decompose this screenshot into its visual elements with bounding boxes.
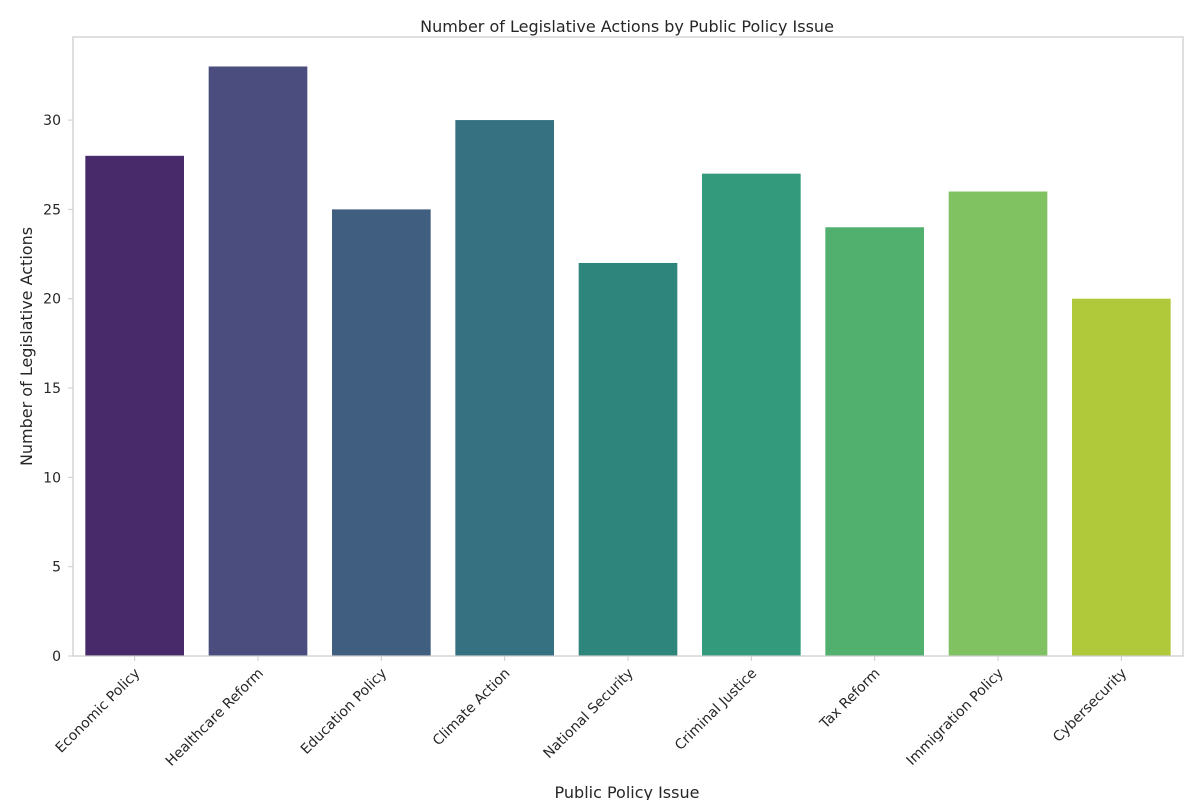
x-axis-title: Public Policy Issue — [555, 783, 700, 800]
x-tick-label: Cybersecurity — [1050, 666, 1130, 746]
bar-education-policy — [332, 209, 431, 656]
x-tick-label: Criminal Justice — [672, 666, 760, 754]
chart-title: Number of Legislative Actions by Public … — [420, 17, 834, 36]
y-tick-label: 15 — [43, 381, 61, 397]
x-axis-ticks: Economic Policy Healthcare Reform Educatio… — [53, 656, 1130, 770]
x-tick-label: Healthcare Reform — [163, 666, 267, 770]
bar-healthcare-reform — [208, 66, 308, 657]
bar-national-security — [578, 262, 678, 656]
y-tick-label: 5 — [52, 560, 61, 576]
x-tick-label: Climate Action — [430, 666, 514, 750]
y-tick-label: 20 — [43, 292, 61, 308]
bar-climate-action — [455, 120, 554, 656]
x-tick-label: Tax Reform — [816, 666, 883, 733]
y-tick-label: 25 — [43, 202, 61, 218]
x-tick-label: Economic Policy — [53, 666, 144, 757]
bar-criminal-justice — [702, 173, 801, 656]
x-tick-label: Immigration Policy — [904, 666, 1007, 769]
y-tick-label: 10 — [43, 470, 61, 486]
y-tick-label: 0 — [52, 649, 61, 665]
y-tick-label: 30 — [43, 113, 61, 129]
bars-group — [85, 66, 1171, 657]
bar-tax-reform — [825, 227, 924, 656]
x-tick-label: Education Policy — [298, 666, 390, 758]
x-tick-label: National Security — [540, 666, 636, 762]
bar-economic-policy — [85, 155, 184, 657]
bar-immigration-policy — [948, 191, 1048, 656]
y-axis-title: Number of Legislative Actions — [17, 227, 36, 466]
y-axis-ticks: 0 5 10 15 20 25 30 — [43, 113, 73, 665]
bar-cybersecurity — [1072, 298, 1171, 656]
